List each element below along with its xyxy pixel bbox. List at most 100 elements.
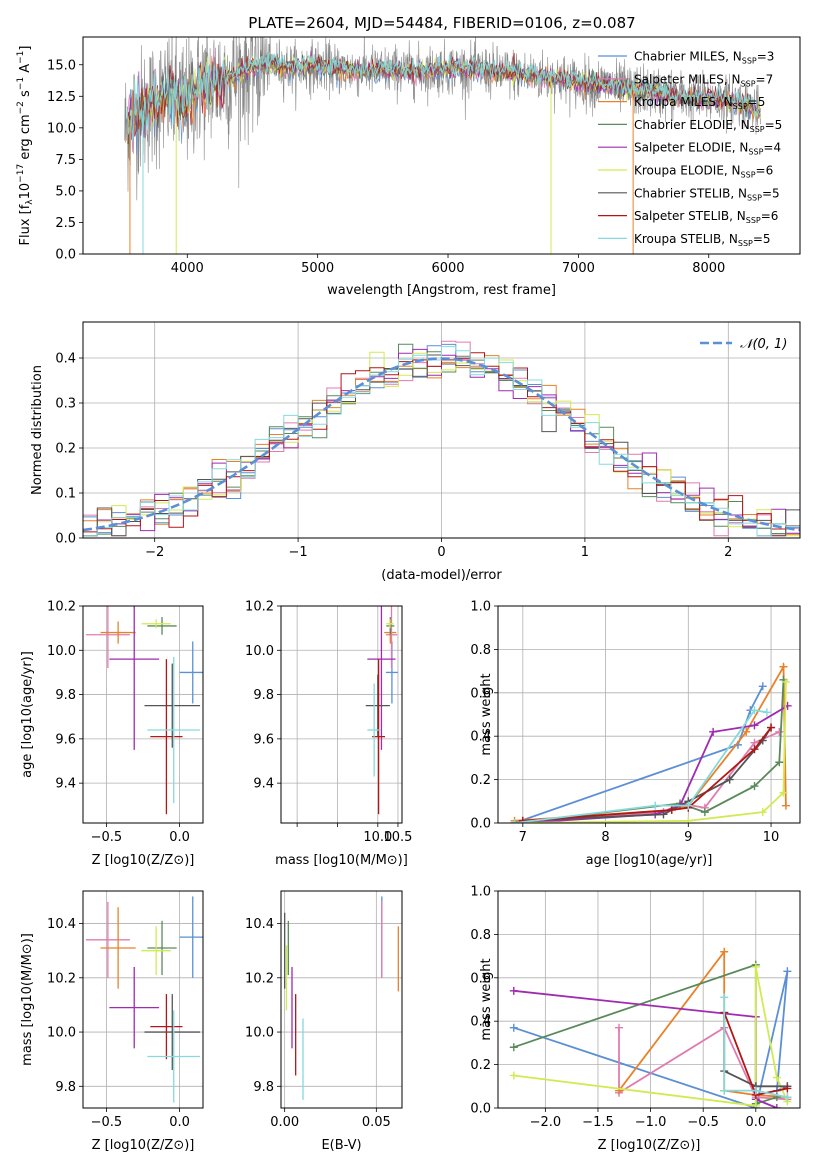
legend-label-salpeter-elodie: Salpeter ELODIE, NSSP=4	[634, 141, 781, 157]
y-tick-label: 0.2	[470, 1058, 491, 1073]
y-tick-label: 0.2	[470, 773, 491, 788]
y-tick-label: 0.4	[470, 1015, 491, 1030]
axes-frame	[280, 605, 403, 824]
legend-label-kroupa-elodie: Kroupa ELODIE, NSSP=6	[634, 164, 773, 180]
x-tick-label: 8	[601, 830, 609, 845]
y-tick-label: 0.1	[55, 487, 76, 502]
plus-marker	[758, 808, 767, 817]
y-tick-label: 9.6	[253, 732, 274, 747]
x-tick-label: 1	[581, 545, 589, 560]
y-tick-label: 2.5	[55, 216, 76, 231]
x-tick-label: 10.0	[363, 830, 392, 845]
gaussian-curve	[83, 357, 800, 532]
legend-label-chabrier-elodie: Chabrier ELODIE, NSSP=5	[634, 118, 782, 134]
series-line	[723, 997, 788, 1099]
y-tick-label: 9.8	[253, 1080, 274, 1095]
plus-marker	[509, 1043, 518, 1052]
y-axis-label-part: A	[18, 64, 33, 77]
y-axis-label-part: λ	[25, 199, 35, 205]
x-tick-label: 2	[724, 545, 732, 560]
x-tick-label: 0.0	[745, 1115, 766, 1130]
x-axis-label: Z [log10(Z/Z⊙)]	[92, 1138, 195, 1153]
y-tick-label: 9.4	[55, 777, 76, 792]
y-tick-label: 0.8	[470, 643, 491, 658]
y-tick-label: 10.0	[47, 121, 76, 136]
legend-label-chabrier-stelib: Chabrier STELIB, NSSP=5	[634, 186, 780, 202]
legend-label-salpeter-miles: Salpeter MILES, NSSP=7	[634, 72, 773, 88]
y-tick-label: 9.6	[55, 732, 76, 747]
legend-value: =5	[753, 232, 771, 246]
plus-marker	[651, 801, 660, 810]
point-kroupa-miles	[100, 621, 136, 644]
x-tick-label: −2.0	[530, 1115, 562, 1130]
legend-subscript: SSP	[747, 193, 762, 202]
plus-marker	[615, 1023, 624, 1032]
y-tick-label: 0.2	[55, 442, 76, 457]
x-tick-label: 0.0	[169, 1115, 190, 1130]
plus-marker	[751, 1086, 760, 1095]
plus-marker	[667, 805, 676, 814]
plus-marker	[781, 677, 790, 686]
plot-area	[365, 606, 398, 815]
x-tick-label: 5000	[301, 261, 334, 276]
legend-subscript: SSP	[738, 239, 753, 248]
plus-marker	[783, 967, 792, 976]
axes-frame	[82, 890, 204, 1109]
axes-frame	[280, 890, 403, 1109]
y-tick-label: 5.0	[55, 184, 76, 199]
y-axis-label: Flux [fλ10−17 erg cm−2 s−1 A−1]	[16, 46, 35, 246]
point-salpeter-stelib	[150, 994, 183, 1060]
y-axis-label-part: 10	[18, 183, 33, 200]
point-kroupa-elodie	[141, 619, 171, 629]
residuals-panel: −2 −1 0 1 2 0.0 0.1 0.2 0.3 0.4 𝒩(0, 1) (data-model…	[30, 321, 801, 583]
plus-marker	[720, 1086, 729, 1095]
x-axis-label: E(B-V)	[321, 1138, 361, 1153]
x-tick-label: 7	[519, 830, 527, 845]
y-axis-label-part: −1	[16, 77, 26, 90]
plus-marker	[725, 775, 734, 784]
point-kroupa-elodie	[141, 926, 171, 976]
x-tick-label: 6000	[431, 261, 464, 276]
axes-frame	[82, 605, 204, 824]
legend-value: =5	[765, 118, 783, 132]
mass-vs-ebv-panel: 0.00 0.05 9.8 10.0 10.2 10.4 E(B-V)	[245, 890, 403, 1153]
point-chabrier-elodie	[147, 920, 177, 976]
y-axis-label: mass weight	[479, 673, 494, 755]
y-tick-label: 1.0	[470, 600, 491, 615]
x-tick-label: 4000	[171, 261, 204, 276]
point-kroupa-stelib	[147, 1010, 201, 1103]
x-tick-label: −1.5	[582, 1115, 614, 1130]
point-kroupa-elodie	[386, 619, 394, 629]
y-tick-label: 10.0	[47, 644, 76, 659]
point-salpeter-miles	[85, 901, 130, 978]
plus-marker	[775, 727, 784, 736]
plus-marker	[742, 727, 751, 736]
y-tick-label: 0.0	[470, 817, 491, 832]
x-tick-label: 0.0	[169, 830, 190, 845]
x-tick-label: −1	[289, 545, 308, 560]
y-tick-label: 10.0	[245, 644, 274, 659]
legend-subscript: SSP	[741, 171, 756, 180]
histogram-kroupa-stelib	[83, 346, 800, 537]
point-salpeter-stelib	[150, 659, 183, 815]
legend-subscript: SSP	[748, 148, 763, 157]
plot-area	[83, 340, 800, 537]
plot-area	[284, 896, 399, 1100]
y-tick-label: 0.8	[470, 928, 491, 943]
plus-marker	[750, 782, 759, 791]
point-chabrier-stelib	[144, 663, 201, 748]
x-axis-label: wavelength [Angstrom, rest frame]	[327, 283, 556, 298]
x-tick-label: 0.00	[270, 1115, 299, 1130]
y-tick-label: 9.8	[253, 688, 274, 703]
legend-label-kroupa-miles: Kroupa MILES, NSSP=5	[634, 95, 765, 111]
legend-subscript: SSP	[750, 125, 765, 134]
plus-marker	[772, 1104, 781, 1108]
y-tick-label: 10.2	[245, 600, 274, 615]
plus-marker	[779, 788, 788, 797]
y-tick-label: 0.6	[470, 686, 491, 701]
y-axis-label: age [log10(age/yr)]	[20, 651, 35, 778]
spectrum-panel: 4000 5000 6000 7000 8000 0.0 2.5 5.0 7.5 10.0 12.5…	[16, 36, 801, 298]
plus-marker	[781, 801, 790, 810]
